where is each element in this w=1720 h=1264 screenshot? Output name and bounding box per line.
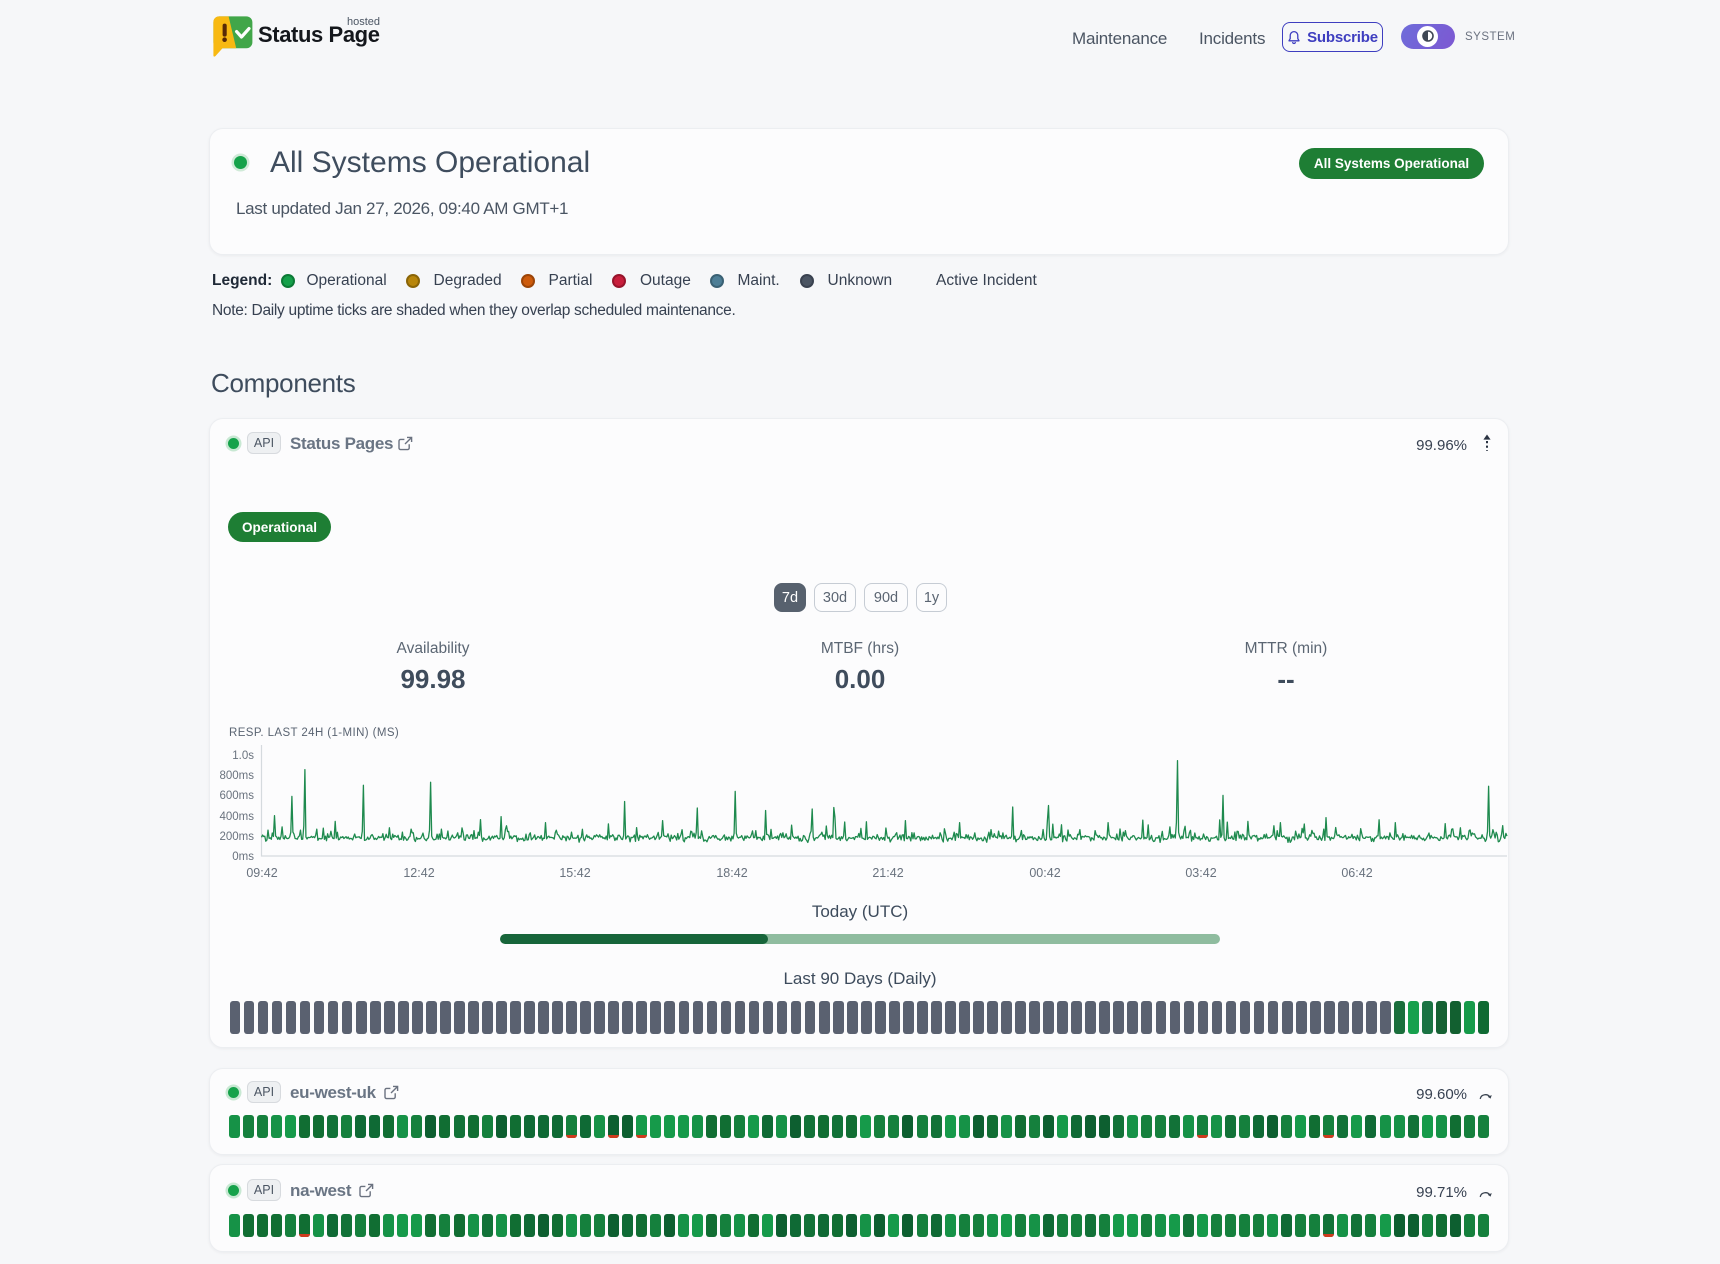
svg-text:21:42: 21:42 <box>872 866 903 880</box>
svg-text:06:42: 06:42 <box>1341 866 1372 880</box>
svg-text:15:42: 15:42 <box>559 866 590 880</box>
svg-text:200ms: 200ms <box>219 831 254 843</box>
svg-text:12:42: 12:42 <box>403 866 434 880</box>
svg-text:03:42: 03:42 <box>1185 866 1216 880</box>
svg-text:1.0s: 1.0s <box>232 750 254 762</box>
svg-text:09:42: 09:42 <box>246 866 277 880</box>
svg-text:800ms: 800ms <box>219 770 254 782</box>
svg-text:600ms: 600ms <box>219 790 254 802</box>
svg-text:18:42: 18:42 <box>716 866 747 880</box>
svg-text:400ms: 400ms <box>219 811 254 823</box>
svg-text:0ms: 0ms <box>232 851 254 863</box>
svg-text:00:42: 00:42 <box>1029 866 1060 880</box>
